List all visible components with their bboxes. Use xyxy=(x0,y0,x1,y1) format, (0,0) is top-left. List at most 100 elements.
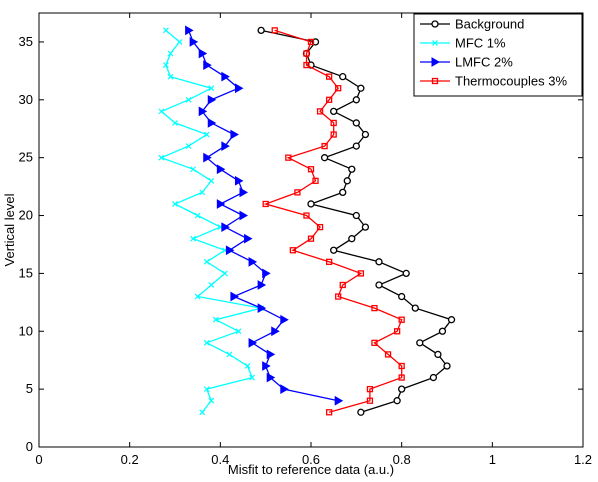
x-tick-label: 0.4 xyxy=(211,452,229,467)
data-point xyxy=(207,118,217,128)
data-point xyxy=(208,282,215,288)
data-point xyxy=(208,85,215,92)
data-point xyxy=(190,235,197,242)
x-tick-label: 0.6 xyxy=(302,452,320,467)
data-point xyxy=(249,374,255,381)
data-point xyxy=(294,189,301,196)
data-point xyxy=(203,152,212,163)
data-point xyxy=(416,339,424,347)
data-point xyxy=(320,154,329,162)
data-point xyxy=(208,177,215,184)
legend-box xyxy=(413,13,583,97)
data-point xyxy=(330,131,337,138)
data-point xyxy=(357,270,365,277)
data-point xyxy=(235,328,242,335)
data-point xyxy=(172,120,178,126)
data-point xyxy=(212,316,219,323)
legend-label: Thermocouples 3% xyxy=(455,74,567,89)
legend-marker xyxy=(431,57,441,67)
data-point xyxy=(285,154,292,161)
data-point xyxy=(307,166,315,173)
data-point xyxy=(393,328,401,335)
data-point xyxy=(343,177,351,185)
data-point xyxy=(199,189,206,196)
x-tick-label: 0 xyxy=(35,452,42,467)
data-point xyxy=(280,314,289,325)
data-point xyxy=(234,83,244,94)
y-tick-label: 20 xyxy=(19,208,33,223)
data-point xyxy=(203,258,210,265)
data-point xyxy=(198,106,208,117)
data-point xyxy=(307,38,315,46)
data-point xyxy=(307,200,315,208)
data-point xyxy=(366,385,374,393)
legend-marker xyxy=(432,40,438,46)
data-point xyxy=(429,373,438,382)
data-point xyxy=(398,362,405,370)
series-line xyxy=(263,29,403,413)
data-point xyxy=(303,50,310,57)
x-tick-label: 1.2 xyxy=(574,452,592,467)
data-point xyxy=(257,26,265,35)
data-point xyxy=(352,119,360,127)
data-point xyxy=(303,212,310,219)
data-point xyxy=(307,235,315,242)
data-point xyxy=(221,71,230,82)
data-point xyxy=(225,245,235,256)
data-point xyxy=(339,73,347,81)
data-point xyxy=(312,177,319,184)
data-point xyxy=(348,235,356,243)
data-point xyxy=(402,269,410,278)
data-point xyxy=(257,280,267,290)
data-point xyxy=(271,27,278,34)
data-point xyxy=(438,327,447,335)
legend: Background MFC 1% LMFC 2% Thermocouples 3% xyxy=(413,13,583,97)
legend-items: Background MFC 1% LMFC 2% Thermocouples 3% xyxy=(420,17,567,89)
data-point xyxy=(226,351,233,358)
data-point xyxy=(352,96,360,104)
data-point xyxy=(447,316,456,324)
data-point xyxy=(330,246,338,254)
data-point xyxy=(398,374,405,381)
data-point xyxy=(176,39,183,45)
data-point xyxy=(357,84,365,92)
data-point xyxy=(361,130,370,139)
data-point xyxy=(289,247,297,254)
data-point xyxy=(266,349,276,360)
data-point xyxy=(434,350,442,359)
data-point xyxy=(221,222,230,232)
data-point xyxy=(316,108,324,115)
data-point xyxy=(185,25,194,36)
data-point xyxy=(221,141,230,151)
data-point xyxy=(357,408,365,416)
data-point xyxy=(398,292,406,301)
data-point xyxy=(239,210,249,221)
data-point xyxy=(208,397,215,404)
series-line xyxy=(260,29,453,413)
legend-marker xyxy=(431,77,439,85)
data-point xyxy=(443,362,451,370)
data-point xyxy=(321,142,328,150)
data-point xyxy=(398,385,406,393)
y-tick-label: 5 xyxy=(26,381,33,396)
data-point xyxy=(325,258,333,265)
data-point xyxy=(194,293,201,300)
data-point xyxy=(398,316,405,323)
data-point xyxy=(366,397,374,404)
legend-label: MFC 1% xyxy=(455,36,506,51)
series-layer xyxy=(158,25,456,416)
data-point xyxy=(361,223,370,231)
data-point xyxy=(199,409,206,416)
data-point xyxy=(411,304,419,312)
data-point xyxy=(280,384,289,394)
data-point xyxy=(190,166,197,173)
data-point xyxy=(216,164,226,175)
data-point xyxy=(172,201,178,207)
data-point xyxy=(167,73,174,80)
data-point xyxy=(239,187,249,198)
data-point xyxy=(271,326,280,337)
data-point xyxy=(230,129,239,140)
data-point xyxy=(248,337,258,348)
data-point xyxy=(216,199,226,209)
data-point xyxy=(221,270,228,277)
